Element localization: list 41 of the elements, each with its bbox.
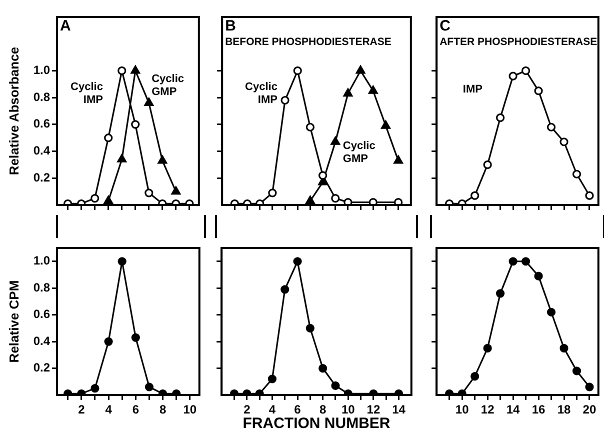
x-tick-label: 10 xyxy=(183,402,197,417)
x-tick-label: 8 xyxy=(159,402,166,417)
x-tick-label: 4 xyxy=(105,402,112,417)
text: AFTER PHOSPHODIESTERASE xyxy=(440,36,598,48)
series-label: Cyclic GMP xyxy=(152,72,184,98)
series-label: Cyclic GMP xyxy=(342,140,376,166)
x-tick-label: 12 xyxy=(366,402,380,417)
y-tick-label: 0.2 xyxy=(33,360,50,375)
x-tick-label: 14 xyxy=(392,402,406,417)
series-label: Cyclic IMP xyxy=(70,80,103,106)
x-tick-label: 6 xyxy=(294,402,302,417)
y-tick-label: 0.6 xyxy=(33,116,50,131)
x-tick-label: 14 xyxy=(506,402,520,417)
y-axis-title: Relative Absorbance xyxy=(6,46,22,176)
y-tick-label: 0.4 xyxy=(33,334,50,348)
x-tick-label: 12 xyxy=(480,402,495,417)
text: BEFORE PHOSPHODIESTERASE xyxy=(225,36,392,48)
x-tick-label: 6 xyxy=(132,402,140,417)
x-tick-label: 10 xyxy=(455,402,470,417)
y-axis-title: Relative CPM xyxy=(6,280,22,363)
y-tick-label: 1.0 xyxy=(33,63,50,78)
x-tick-label: 16 xyxy=(532,402,546,417)
chart-title: C xyxy=(440,18,451,35)
chart-title: B xyxy=(225,18,236,35)
y-tick-label: 0.8 xyxy=(33,90,50,104)
text: IMP xyxy=(462,84,482,96)
x-tick-label: 4 xyxy=(268,402,276,417)
chart-title: A xyxy=(60,18,71,35)
x-tick-label: 10 xyxy=(341,402,356,417)
x-tick-label: 20 xyxy=(582,402,596,417)
x-tick-label: 2 xyxy=(244,402,251,417)
x-tick-label: 8 xyxy=(319,402,326,417)
y-tick-label: 1.0 xyxy=(33,254,50,268)
series-label: Cyclic IMP xyxy=(245,80,278,106)
y-tick-label: 0.4 xyxy=(33,144,50,158)
x-axis-title: FRACTION NUMBER xyxy=(242,415,390,432)
y-tick-label: 0.2 xyxy=(33,170,50,184)
y-tick-label: 0.6 xyxy=(33,307,50,322)
x-tick-label: 18 xyxy=(557,402,571,417)
x-tick-label: 2 xyxy=(78,402,86,417)
y-tick-label: 0.8 xyxy=(33,280,50,294)
